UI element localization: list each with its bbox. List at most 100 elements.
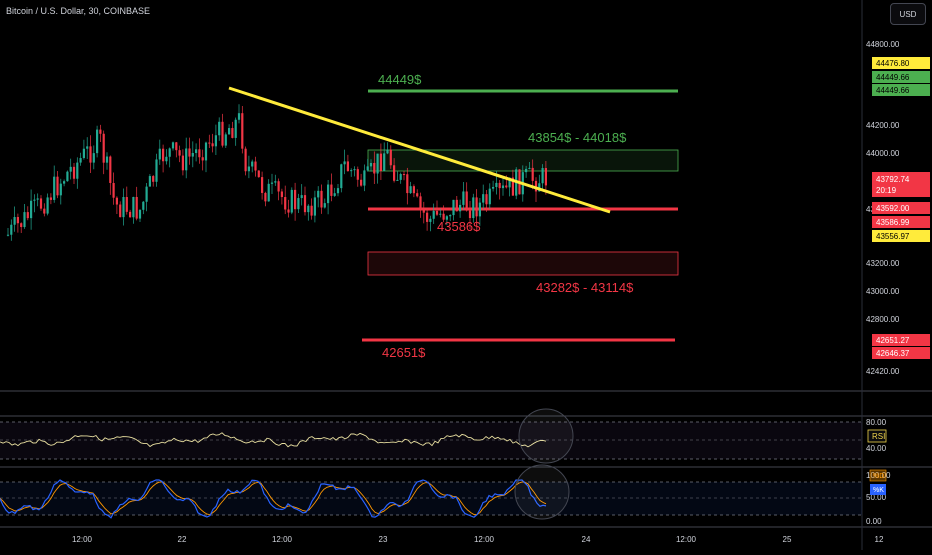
candle-body xyxy=(76,162,79,179)
candle-body xyxy=(168,148,171,157)
rsi-highlight xyxy=(518,408,574,464)
x-tick-label: 25 xyxy=(783,535,792,544)
candle-body xyxy=(396,179,399,181)
candle-body xyxy=(231,128,234,138)
candle-body xyxy=(119,204,122,218)
candle-body xyxy=(488,188,491,205)
candle-body xyxy=(99,129,102,134)
y-tick-label: 43200.00 xyxy=(866,259,900,268)
candle-body xyxy=(211,143,214,147)
candle-body xyxy=(290,189,293,213)
candle-body xyxy=(251,161,254,167)
candle-body xyxy=(482,194,485,203)
candle-body xyxy=(459,204,462,212)
support-zone[interactable] xyxy=(367,251,679,276)
candle-body xyxy=(185,148,188,171)
candle-body xyxy=(294,189,297,210)
price-badge: 44449.66 xyxy=(872,84,930,96)
candle-body xyxy=(264,192,267,202)
price-badge-label: 43556.97 xyxy=(876,232,910,241)
candle-body xyxy=(214,135,217,147)
candle-body xyxy=(379,153,382,172)
candle-body xyxy=(267,183,270,202)
stoch-tick-label: 0.00 xyxy=(866,517,882,526)
candle-body xyxy=(218,121,221,136)
candle-body xyxy=(39,198,43,209)
candle-body xyxy=(346,161,349,172)
candle-body xyxy=(534,180,538,192)
candle-body xyxy=(300,195,303,199)
candle-body xyxy=(376,153,379,174)
candle-body xyxy=(492,186,495,189)
candle-body xyxy=(485,194,488,205)
candle-body xyxy=(33,199,36,201)
candle-body xyxy=(247,166,250,172)
candle-body xyxy=(96,129,99,154)
candle-body xyxy=(86,146,89,149)
candle-body xyxy=(307,205,310,213)
candle-body xyxy=(112,182,115,198)
candle-body xyxy=(478,202,481,217)
candle-body xyxy=(333,193,336,196)
candle-body xyxy=(198,149,201,158)
candle-body xyxy=(360,179,363,186)
candle-body xyxy=(541,168,544,184)
candle-body xyxy=(363,170,366,186)
candle-body xyxy=(393,165,396,181)
candle-body xyxy=(10,224,13,235)
candle-body xyxy=(284,197,287,210)
candle-body xyxy=(158,148,161,160)
candle-body xyxy=(310,205,313,216)
candle-body xyxy=(353,169,356,171)
candle-body xyxy=(228,128,231,135)
candles xyxy=(6,104,547,241)
price-badge-label: 43592.00 xyxy=(876,204,910,213)
candle-body xyxy=(445,216,448,220)
candle-body xyxy=(429,218,432,222)
candle-body xyxy=(465,191,468,211)
candle-body xyxy=(495,182,498,187)
stoch-k-badge xyxy=(870,484,886,495)
candle-body xyxy=(204,142,208,161)
candle-body xyxy=(280,191,283,198)
candle-body xyxy=(234,119,237,138)
candle-body xyxy=(224,134,227,146)
y-tick-label: 44800.00 xyxy=(866,40,900,49)
candle-body xyxy=(148,176,151,187)
candle-body xyxy=(508,177,511,188)
candle-body xyxy=(79,158,82,163)
candle-body xyxy=(340,164,343,189)
stoch-tick-label: 50.00 xyxy=(866,493,887,502)
candle-body xyxy=(115,197,118,205)
candle-body xyxy=(16,217,19,224)
candle-body xyxy=(419,196,422,209)
candle-body xyxy=(102,133,105,163)
currency-button[interactable]: USD xyxy=(890,3,926,25)
rsi-band xyxy=(0,422,862,459)
price-badge-label: 44449.66 xyxy=(876,73,910,82)
candle-body xyxy=(449,215,452,217)
candle-body xyxy=(13,217,16,225)
candle-body xyxy=(402,174,406,176)
stoch-highlight xyxy=(514,464,570,520)
candle-body xyxy=(162,148,165,162)
y-tick-label: 42800.00 xyxy=(866,315,900,324)
stoch-d-badge xyxy=(869,469,887,482)
candle-body xyxy=(274,181,277,183)
candle-body xyxy=(475,197,478,217)
candle-body xyxy=(297,198,300,210)
price-badge-label: 42646.37 xyxy=(876,349,910,358)
candle-body xyxy=(468,210,472,219)
candle-body xyxy=(56,176,59,196)
candle-body xyxy=(501,185,505,189)
candle-body xyxy=(59,183,62,196)
candle-body xyxy=(511,177,514,196)
candle-body xyxy=(122,197,125,218)
candle-body xyxy=(221,121,224,146)
x-tick-label: 12:00 xyxy=(272,535,293,544)
trendline[interactable] xyxy=(228,86,611,214)
candle-body xyxy=(36,198,39,200)
candle-body xyxy=(69,166,72,172)
